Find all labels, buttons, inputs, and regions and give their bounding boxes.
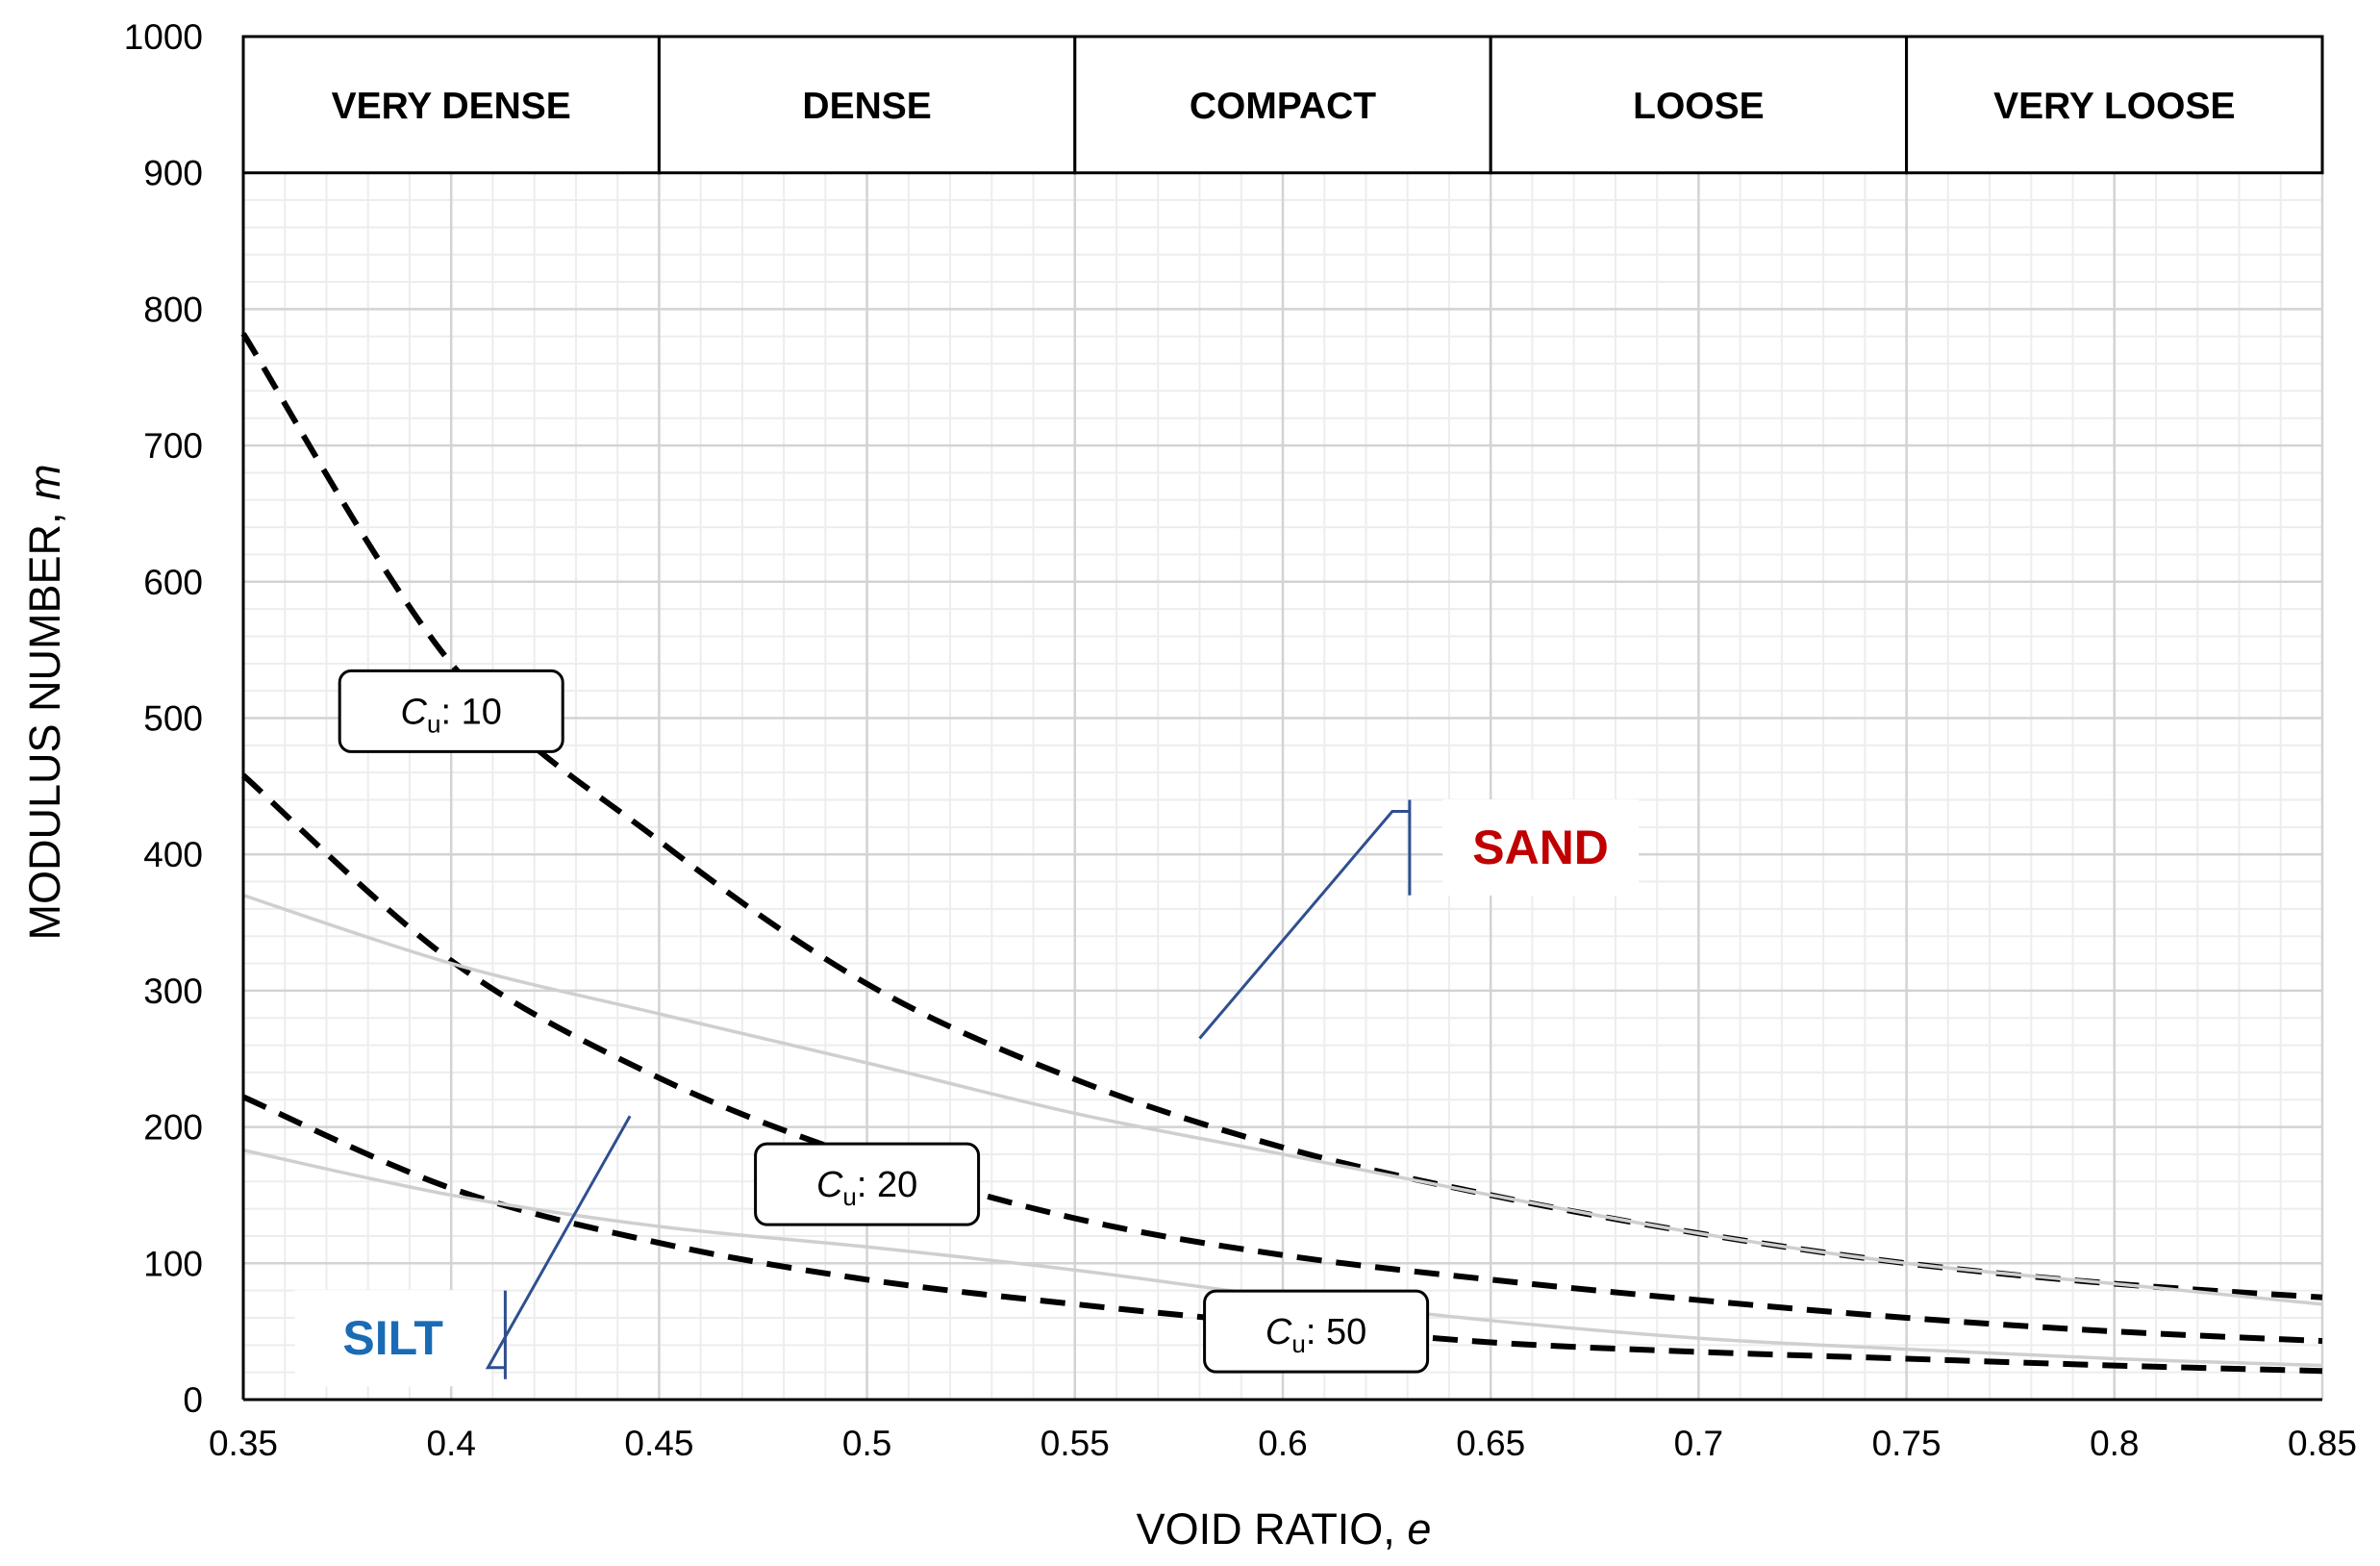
- cu-callout-box: [754, 1142, 981, 1226]
- density-bands: VERY DENSE DENSE COMPACT LOOSE VERY LOOSE: [241, 35, 2324, 175]
- soil-leader-line: [1198, 810, 1410, 1040]
- density-band-label: DENSE: [802, 86, 931, 127]
- cu-callouts: Cu: 10 Cu: 20 Cu: 50: [338, 669, 1430, 1374]
- cu-callout-label: Cu: 50: [1265, 1312, 1366, 1358]
- density-band-cell: [1489, 35, 1909, 175]
- density-band-cell: [1073, 35, 1492, 175]
- dashed-series-line: [241, 772, 2323, 1345]
- cu-callout-box: [338, 669, 564, 753]
- x-tick-label: 0.8: [2090, 1424, 2139, 1463]
- y-tick-label: 100: [143, 1244, 203, 1283]
- soil-leader-line: [485, 1115, 632, 1370]
- y-tick-label: 300: [143, 972, 203, 1011]
- y-tick-label: 900: [143, 154, 203, 193]
- soil-label: SAND: [1472, 821, 1609, 874]
- y-tick-label: 600: [143, 563, 203, 602]
- density-band-label: COMPACT: [1190, 86, 1376, 127]
- density-band-cell: [241, 35, 661, 175]
- y-tick-label: 400: [143, 835, 203, 874]
- y-tick-label: 200: [143, 1108, 203, 1148]
- soil-label: SILT: [342, 1311, 443, 1365]
- x-tick-label: 0.4: [426, 1424, 475, 1463]
- x-tick-label: 0.45: [624, 1424, 693, 1463]
- y-tick-label: 700: [143, 426, 203, 466]
- density-band-cell: [657, 35, 1077, 175]
- x-tick-label: 0.35: [209, 1424, 278, 1463]
- soil-brackets: SAND SILT: [294, 799, 1640, 1387]
- density-band-label: LOOSE: [1633, 86, 1765, 127]
- y-axis-title: MODULUS NUMBER, m: [20, 464, 69, 940]
- density-band-cell: [1905, 35, 2324, 175]
- axes: [241, 37, 2322, 1402]
- cu-callout-box: [1203, 1289, 1430, 1374]
- x-tick-label: 0.5: [842, 1424, 891, 1463]
- x-tick-label: 0.85: [2288, 1424, 2357, 1463]
- cu-callout-label: Cu: 20: [816, 1165, 917, 1211]
- x-tick-label: 0.65: [1456, 1424, 1525, 1463]
- tick-labels: 0.35 0.4 0.45 0.5 0.55 0.6 0.65 0.7 0.75 0.8 0.85 0…: [124, 17, 2357, 1463]
- x-tick-label: 0.7: [1674, 1424, 1723, 1463]
- density-band-label: VERY LOOSE: [1993, 86, 2235, 127]
- x-tick-label: 0.6: [1258, 1424, 1307, 1463]
- soil-boundary-line: [242, 894, 2323, 1306]
- x-tick-label: 0.55: [1040, 1424, 1110, 1463]
- y-tick-label: 500: [143, 699, 203, 739]
- x-tick-label: 0.75: [1872, 1424, 1942, 1463]
- cu-callout-label: Cu: 10: [401, 692, 502, 738]
- soil-label-background: [294, 1290, 491, 1387]
- y-tick-label: 0: [183, 1380, 203, 1420]
- x-axis-title: VOID RATIO, e: [1137, 1504, 1432, 1553]
- y-tick-label: 1000: [124, 17, 203, 57]
- y-tick-label: 800: [143, 290, 203, 329]
- soil-label-background: [1442, 799, 1640, 897]
- density-band-label: VERY DENSE: [332, 86, 571, 127]
